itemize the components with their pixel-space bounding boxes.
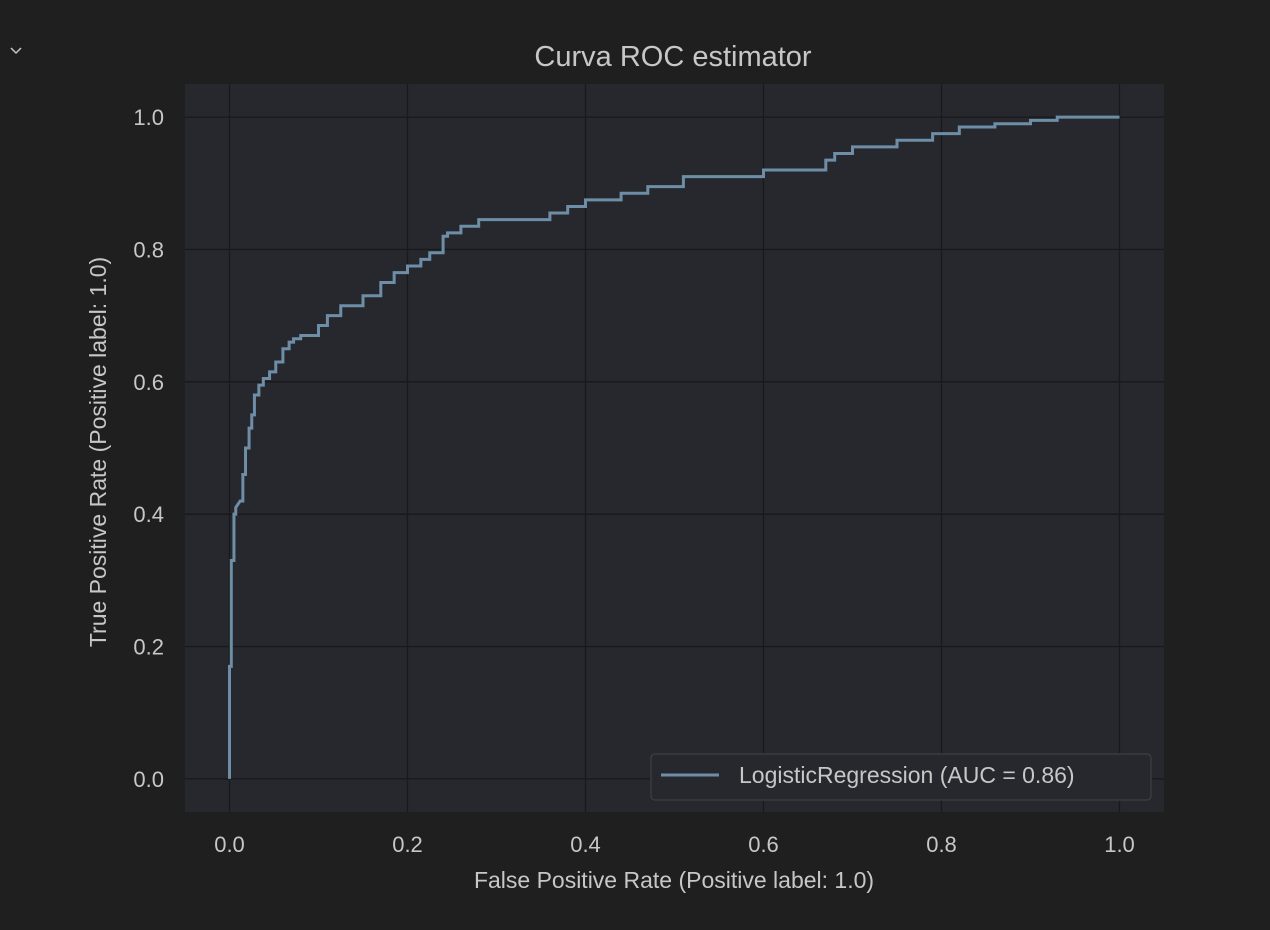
grid-lines [185, 84, 1164, 812]
legend-box [650, 753, 1152, 801]
chart-title: Curva ROC estimator [534, 41, 812, 73]
plot-area [185, 84, 1164, 812]
legend: LogisticRegression (AUC = 0.86) [650, 753, 1152, 801]
x-tick-label: 0.0 [214, 832, 245, 857]
y-axis-label: True Positive Rate (Positive label: 1.0) [85, 257, 111, 647]
legend-label: LogisticRegression (AUC = 0.86) [739, 762, 1075, 788]
y-tick-label: 0.6 [133, 370, 164, 395]
y-tick-label: 0.2 [133, 635, 164, 660]
y-tick-label: 0.8 [133, 237, 164, 262]
x-tick-label: 1.0 [1104, 832, 1135, 857]
y-tick-label: 0.0 [133, 767, 164, 792]
x-tick-labels: 0.0 0.2 0.4 0.6 0.8 1.0 [214, 832, 1135, 857]
roc-curve-line [228, 115, 1120, 779]
chevron-down-icon [10, 47, 22, 55]
y-tick-label: 0.4 [133, 502, 164, 527]
x-tick-label: 0.6 [748, 832, 779, 857]
collapse-output-toggle[interactable] [6, 40, 26, 60]
y-tick-label: 1.0 [133, 105, 164, 130]
x-axis-label: False Positive Rate (Positive label: 1.0… [474, 867, 874, 893]
x-tick-label: 0.4 [570, 832, 601, 857]
x-tick-label: 0.8 [926, 832, 957, 857]
y-tick-labels: 0.0 0.2 0.4 0.6 0.8 1.0 [133, 105, 164, 792]
x-tick-label: 0.2 [392, 832, 423, 857]
